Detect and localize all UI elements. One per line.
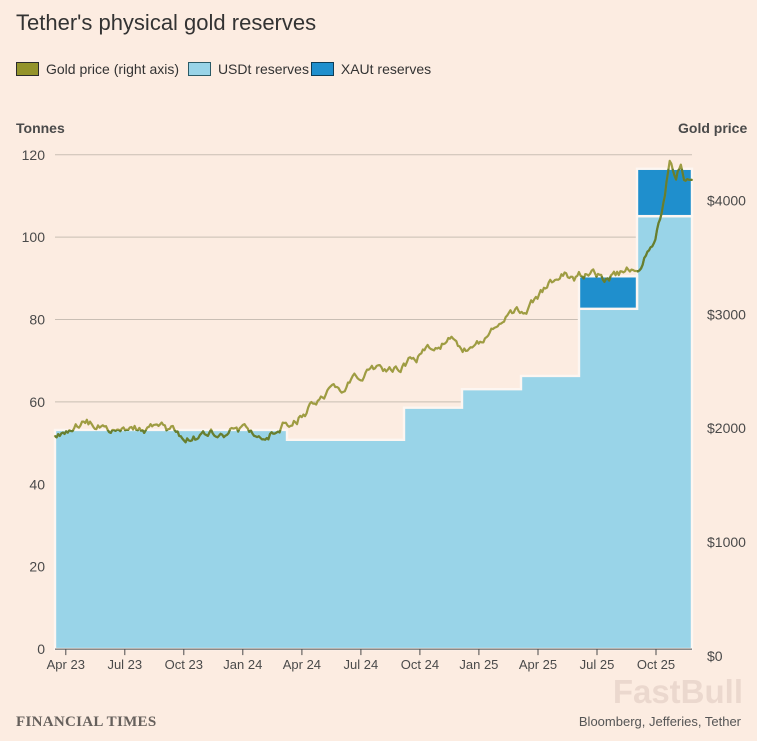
svg-text:Jul 23: Jul 23 (107, 657, 142, 672)
svg-text:0: 0 (37, 641, 45, 657)
svg-text:$4000: $4000 (707, 193, 746, 209)
svg-text:$1000: $1000 (707, 534, 746, 550)
svg-text:60: 60 (29, 394, 45, 410)
svg-text:20: 20 (29, 559, 45, 575)
svg-text:Apr 25: Apr 25 (519, 657, 557, 672)
svg-text:$2000: $2000 (707, 420, 746, 436)
svg-text:Jul 25: Jul 25 (580, 657, 615, 672)
svg-text:$3000: $3000 (707, 306, 746, 322)
svg-text:Jan 24: Jan 24 (223, 657, 262, 672)
svg-text:80: 80 (29, 312, 45, 328)
svg-text:Jul 24: Jul 24 (344, 657, 379, 672)
svg-text:Apr 24: Apr 24 (283, 657, 321, 672)
svg-text:Oct 24: Oct 24 (401, 657, 439, 672)
svg-text:Oct 25: Oct 25 (637, 657, 675, 672)
svg-text:Jan 25: Jan 25 (459, 657, 498, 672)
svg-text:$0: $0 (707, 648, 723, 664)
svg-text:40: 40 (29, 476, 45, 492)
svg-text:Apr 23: Apr 23 (47, 657, 85, 672)
svg-text:120: 120 (22, 147, 46, 163)
svg-text:100: 100 (22, 229, 46, 245)
svg-text:Oct 23: Oct 23 (165, 657, 203, 672)
